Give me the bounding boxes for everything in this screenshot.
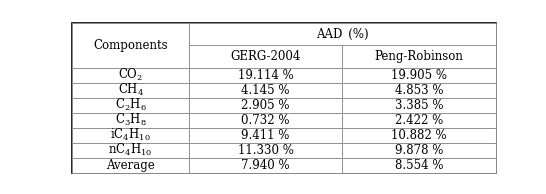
Bar [73,23,189,68]
Bar [189,158,342,173]
Text: iC$_4$H$_{10}$: iC$_4$H$_{10}$ [110,127,151,143]
Bar [73,98,189,113]
Bar [73,82,189,98]
Text: 3.385 %: 3.385 % [395,99,443,112]
Text: Peng-Robinson: Peng-Robinson [375,50,464,63]
Text: Average: Average [106,159,155,172]
Text: CH$_4$: CH$_4$ [117,82,144,98]
Text: 4.853 %: 4.853 % [395,84,443,97]
Bar [342,68,496,82]
Text: 19.114 %: 19.114 % [238,68,293,81]
Bar [189,113,342,128]
Bar [73,128,189,143]
Bar [342,143,496,158]
Text: AAD (%): AAD (%) [316,28,369,41]
Bar [342,82,496,98]
Bar [73,158,189,173]
Bar [189,23,496,45]
Text: 8.554 %: 8.554 % [395,159,443,172]
Bar [73,113,189,128]
Bar [342,45,496,68]
Text: GERG-2004: GERG-2004 [230,50,301,63]
Text: C$_3$H$_8$: C$_3$H$_8$ [115,112,146,128]
Bar [342,98,496,113]
Bar [189,45,342,68]
Text: 0.732 %: 0.732 % [241,113,290,126]
Text: 11.330 %: 11.330 % [238,144,294,157]
Text: nC$_4$H$_{10}$: nC$_4$H$_{10}$ [109,142,153,158]
Text: 19.905 %: 19.905 % [391,68,447,81]
Text: 2.905 %: 2.905 % [241,99,290,112]
Bar [189,68,342,82]
Text: CO$_2$: CO$_2$ [118,67,143,83]
Bar [189,128,342,143]
Bar [189,82,342,98]
Bar [342,158,496,173]
Bar [189,98,342,113]
Text: 9.878 %: 9.878 % [395,144,443,157]
Text: 10.882 %: 10.882 % [391,129,447,142]
Bar [342,113,496,128]
Text: 9.411 %: 9.411 % [241,129,290,142]
Text: Components: Components [93,39,168,52]
Bar [73,143,189,158]
Bar [189,143,342,158]
Bar [73,68,189,82]
Text: C$_2$H$_6$: C$_2$H$_6$ [115,97,146,113]
Bar [342,128,496,143]
Text: 2.422 %: 2.422 % [395,113,443,126]
Text: 4.145 %: 4.145 % [241,84,290,97]
Text: 7.940 %: 7.940 % [241,159,290,172]
